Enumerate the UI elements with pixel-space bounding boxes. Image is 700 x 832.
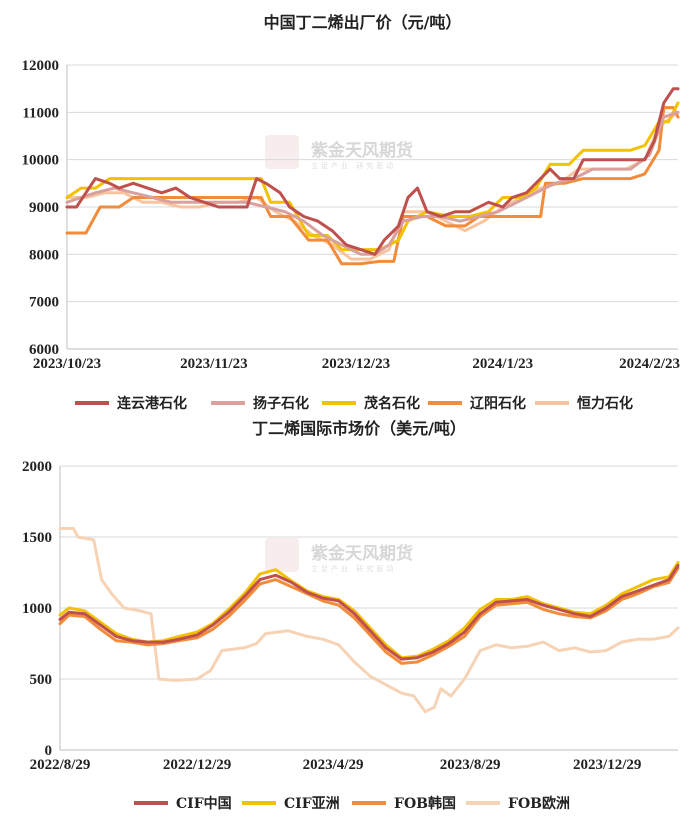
legend-label: 辽阳石化 <box>470 395 526 412</box>
watermark-logo <box>265 135 299 169</box>
y-tick-label: 10000 <box>22 153 60 169</box>
watermark-text: 紫金天风期货 <box>311 140 413 161</box>
legend-label: 扬子石化 <box>253 395 309 412</box>
y-tick-label: 0 <box>45 743 53 759</box>
x-tick-label: 2022/12/29 <box>163 757 231 773</box>
y-tick-label: 500 <box>30 672 53 688</box>
series-line <box>65 106 680 266</box>
x-tick-label: 2023/4/29 <box>303 757 364 773</box>
series-line <box>58 527 680 714</box>
y-tick-label: 8000 <box>29 247 59 263</box>
x-axis: 2023/10/23 2023/11/23 2023/12/23 2024/1/23 2… <box>33 356 680 372</box>
series-line <box>65 87 680 256</box>
y-axis: 6000 7000 8000 9000 10000 11000 12000 <box>22 58 678 358</box>
y-tick-label: 6000 <box>29 342 59 358</box>
y-tick-label: 7000 <box>29 295 59 311</box>
x-axis: 2022/8/29 2022/12/29 2023/4/29 2023/8/29 202… <box>30 757 642 773</box>
x-tick-label: 2023/12/23 <box>322 356 390 372</box>
legend: 连云港石化 扬子石化 茂名石化 辽阳石化 恒力石化 <box>75 395 633 412</box>
x-tick-label: 2023/8/29 <box>440 757 501 773</box>
series-line <box>65 101 680 252</box>
watermark-subtext: 立足产业 研究驱动 <box>311 564 396 573</box>
y-tick-label: 11000 <box>22 105 59 121</box>
x-tick-label: 2024/1/23 <box>472 356 533 372</box>
x-tick-label: 2022/8/29 <box>30 757 91 773</box>
legend-label: 连云港石化 <box>117 395 187 412</box>
y-tick-label: 2000 <box>22 459 52 475</box>
chart-title: 中国丁二烯出厂价（元/吨） <box>264 13 462 32</box>
legend-label: FOB韩国 <box>394 795 456 812</box>
legend-label: FOB欧洲 <box>508 795 570 812</box>
series-line <box>65 110 680 256</box>
x-tick-label: 2024/2/23 <box>619 356 680 372</box>
watermark-subtext: 立足产业 研究驱动 <box>311 161 396 170</box>
legend-label: 恒力石化 <box>577 395 633 412</box>
legend-label: CIF中国 <box>176 795 232 812</box>
series-line <box>65 110 680 261</box>
y-tick-label: 1000 <box>22 601 52 617</box>
y-tick-label: 9000 <box>29 200 59 216</box>
legend: CIF中国 CIF亚洲 FOB韩国 FOB欧洲 <box>134 795 570 812</box>
x-tick-label: 2023/11/23 <box>180 356 248 372</box>
series-line <box>58 563 680 661</box>
x-tick-label: 2023/12/29 <box>573 757 641 773</box>
legend-label: CIF亚洲 <box>284 796 340 812</box>
series-line <box>58 566 680 665</box>
legend-label: 茂名石化 <box>364 395 420 412</box>
y-tick-label: 1500 <box>22 530 52 546</box>
y-tick-label: 12000 <box>22 58 60 74</box>
x-tick-label: 2023/10/23 <box>33 356 101 372</box>
chart-title: 丁二烯国际市场价（美元/吨） <box>252 420 466 438</box>
watermark-text: 紫金天风期货 <box>311 543 413 564</box>
watermark-logo <box>265 538 299 572</box>
